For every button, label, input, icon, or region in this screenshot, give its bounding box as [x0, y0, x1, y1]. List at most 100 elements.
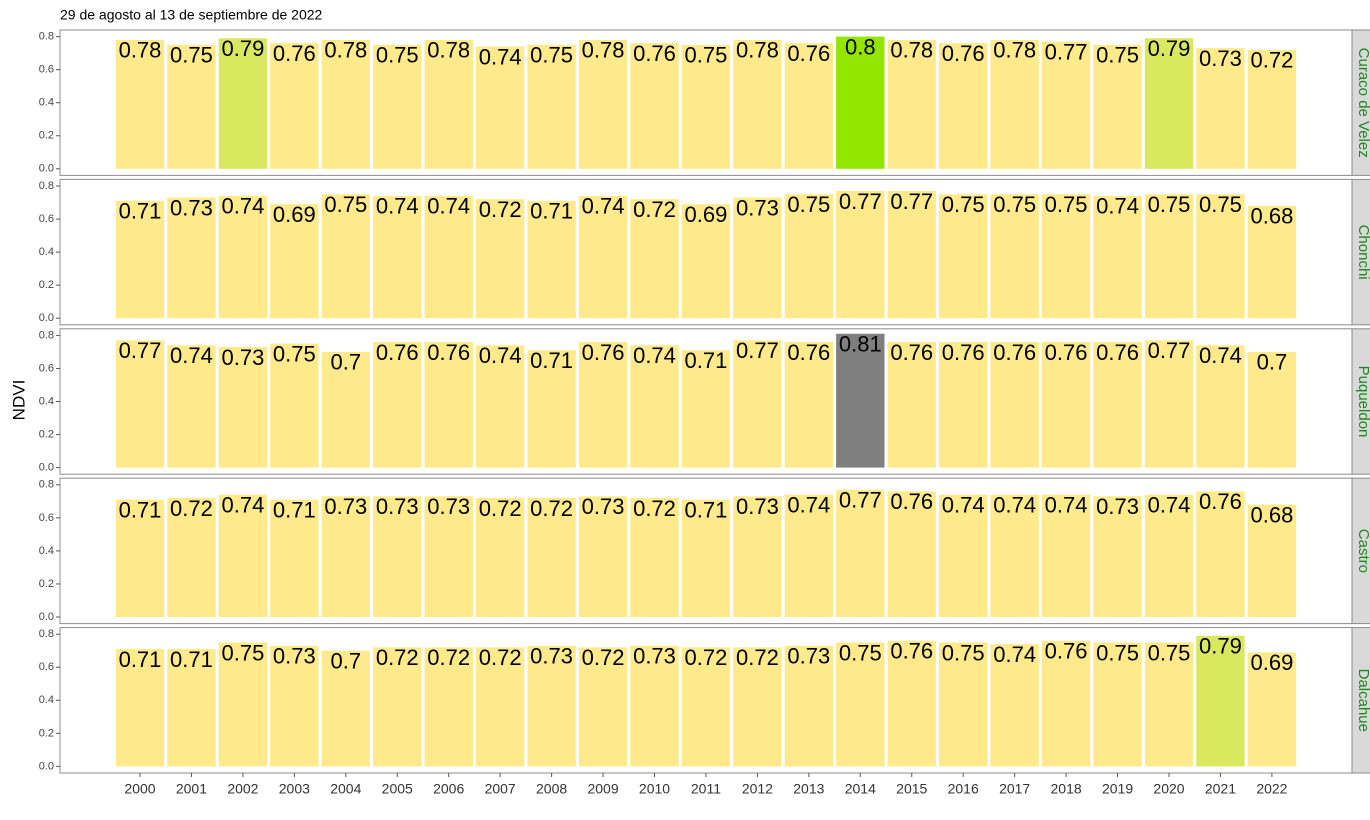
bar — [887, 342, 936, 468]
bar — [784, 645, 834, 767]
data-label: 0.73 — [736, 494, 779, 519]
y-tick-label: 0.2 — [39, 428, 54, 440]
x-tick-label: 2017 — [999, 781, 1030, 797]
bar — [475, 199, 525, 319]
bar — [321, 650, 370, 767]
x-tick-label: 2020 — [1153, 781, 1184, 797]
bar — [1144, 642, 1194, 767]
data-label: 0.71 — [530, 199, 573, 224]
bar — [1247, 652, 1297, 767]
bar — [887, 39, 936, 169]
data-label: 0.75 — [1045, 192, 1088, 217]
data-label: 0.72 — [633, 496, 676, 521]
bar — [424, 496, 473, 617]
bar — [1144, 494, 1194, 617]
data-label: 0.71 — [119, 647, 162, 672]
bar — [630, 498, 679, 617]
data-label: 0.77 — [890, 189, 933, 214]
bar — [373, 496, 422, 617]
bar — [887, 190, 936, 319]
data-label: 0.74 — [427, 194, 470, 219]
bar — [733, 647, 782, 767]
y-tick-label: 0.6 — [39, 661, 54, 673]
data-label: 0.78 — [993, 38, 1036, 63]
x-tick-label: 2001 — [176, 781, 207, 797]
bar — [475, 498, 525, 617]
data-label: 0.79 — [221, 36, 264, 61]
bar — [527, 498, 576, 617]
bar — [321, 496, 370, 617]
data-label: 0.77 — [736, 338, 779, 363]
data-label: 0.77 — [1148, 338, 1191, 363]
data-label: 0.76 — [376, 340, 419, 365]
data-label: 0.75 — [839, 640, 882, 665]
data-label: 0.78 — [119, 38, 162, 63]
data-label: 0.72 — [530, 496, 573, 521]
bar — [939, 342, 988, 468]
data-label: 0.73 — [376, 494, 419, 519]
data-label: 0.72 — [1250, 48, 1293, 73]
bar — [733, 340, 782, 468]
data-label: 0.74 — [221, 194, 264, 219]
data-label: 0.76 — [582, 340, 625, 365]
y-tick-label: 0.2 — [39, 578, 54, 590]
data-label: 0.76 — [890, 489, 933, 514]
x-tick-label: 2021 — [1205, 781, 1236, 797]
data-label: 0.74 — [1148, 493, 1191, 518]
y-tick-label: 0.2 — [39, 727, 54, 739]
data-label: 0.76 — [1045, 340, 1088, 365]
strip-label: Puqueldon — [1355, 366, 1370, 438]
x-tick-label: 2011 — [691, 781, 721, 797]
bar — [990, 342, 1039, 468]
x-tick-label: 2013 — [793, 781, 824, 797]
data-label: 0.72 — [633, 197, 676, 222]
bar — [578, 342, 628, 468]
bar — [733, 197, 782, 319]
y-tick-label: 0.6 — [39, 362, 54, 374]
bar — [475, 647, 525, 767]
data-label: 0.71 — [273, 497, 316, 522]
data-label: 0.73 — [582, 494, 625, 519]
data-label: 0.74 — [787, 493, 830, 518]
bar — [270, 499, 319, 617]
bar — [578, 195, 628, 319]
data-label: 0.81 — [839, 332, 882, 357]
data-label: 0.74 — [221, 493, 264, 518]
bar — [939, 494, 988, 617]
x-tick-label: 2016 — [948, 781, 979, 797]
data-label: 0.71 — [685, 348, 728, 373]
data-label: 0.72 — [427, 645, 470, 670]
bar — [733, 39, 782, 169]
data-label: 0.74 — [1096, 194, 1139, 219]
data-label: 0.74 — [1199, 343, 1242, 368]
bar — [424, 195, 473, 319]
strip-label: Dalcahue — [1355, 669, 1370, 732]
bar — [1247, 49, 1297, 169]
bar — [475, 46, 525, 169]
bar — [167, 197, 216, 319]
data-label: 0.8 — [845, 34, 876, 59]
strip-label: Chonchi — [1355, 225, 1370, 280]
data-label: 0.75 — [787, 192, 830, 217]
y-tick-label: 0.2 — [39, 279, 54, 291]
data-label: 0.73 — [1096, 494, 1139, 519]
bar — [630, 43, 679, 169]
data-label: 0.75 — [1096, 43, 1139, 68]
bar — [578, 496, 628, 617]
data-label: 0.75 — [324, 192, 367, 217]
bar — [578, 647, 628, 767]
data-label: 0.75 — [273, 341, 316, 366]
bar — [630, 345, 679, 468]
data-label: 0.72 — [582, 645, 625, 670]
x-tick-label: 2019 — [1102, 781, 1133, 797]
data-label: 0.75 — [376, 43, 419, 68]
bar — [681, 499, 731, 617]
data-label: 0.75 — [1148, 192, 1191, 217]
data-label: 0.7 — [1257, 350, 1288, 375]
x-tick-label: 2008 — [536, 781, 567, 797]
y-tick-label: 0.0 — [39, 760, 54, 772]
data-label: 0.77 — [1045, 39, 1088, 64]
bar — [1196, 194, 1245, 319]
bar — [167, 345, 216, 468]
